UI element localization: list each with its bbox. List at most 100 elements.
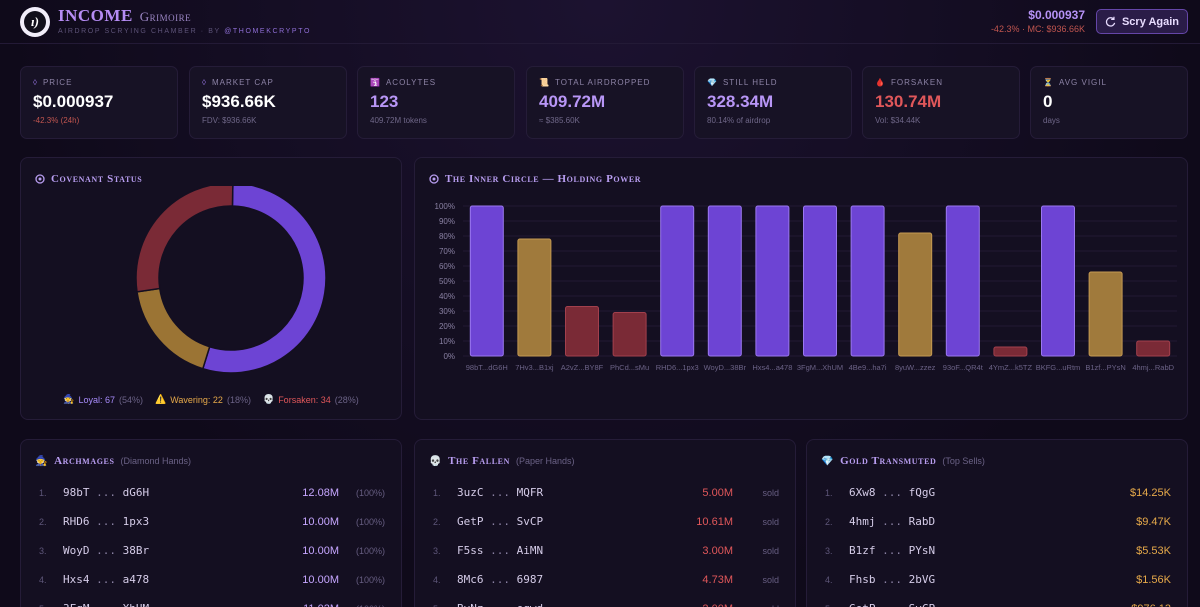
address-ellipsis: ... xyxy=(483,515,517,528)
wallet-address[interactable]: B1zf ... PYsN xyxy=(849,544,1136,557)
list-item[interactable]: 5.3FgM ... XhUM11.02M(100%) xyxy=(39,594,385,607)
list-item[interactable]: 1. 3uzC ... MQFR 5.00M sold xyxy=(433,478,779,507)
address-ellipsis: ... xyxy=(875,515,909,528)
list-item[interactable]: 1. 6Xw8 ... fQgG $14.25K xyxy=(825,478,1171,507)
legend-label: Loyal: 67 xyxy=(78,394,116,405)
list-item[interactable]: 4. Hxs4 ... a478 10.00M (100%) xyxy=(39,565,385,594)
y-tick-label: 70% xyxy=(439,247,455,256)
address-start: RHD6 xyxy=(63,515,90,528)
wallet-address[interactable]: Hxs4 ... a478 xyxy=(63,573,302,586)
donut-slice-loyal[interactable] xyxy=(201,186,327,374)
wallet-address[interactable]: RHD6 ... 1px3 xyxy=(63,515,302,528)
stat-label: 💎 STILL HELD xyxy=(707,78,839,87)
legend-item: 💀 Forsaken: 34 (28%) xyxy=(263,394,359,405)
author-handle-link[interactable]: @THOMEKCRYPTO xyxy=(224,28,311,35)
rank-number: 1. xyxy=(433,487,441,498)
address-end: egwd xyxy=(517,602,544,607)
list-item[interactable]: 4. 8Mc6 ... 6987 4.73M sold xyxy=(433,565,779,594)
bar-4YmZ...k5TZ[interactable] xyxy=(993,346,1028,357)
scroll-icon: 📜 xyxy=(539,78,550,87)
donut-slice-forsaken[interactable] xyxy=(135,186,234,293)
rank-number: 5. xyxy=(825,604,849,607)
legend-pct: (28%) xyxy=(334,394,359,405)
bar-8yuW...zzez[interactable] xyxy=(898,232,933,357)
bar-RHD6...1px3[interactable] xyxy=(660,205,695,357)
wallet-address[interactable]: 3uzC ... MQFR xyxy=(457,486,702,499)
row-tail: sold xyxy=(733,604,779,607)
rank-number: 3. xyxy=(39,545,47,556)
bar-BKFG...uRtm[interactable] xyxy=(1041,205,1075,357)
stat-label-text: AVG VIGIL xyxy=(1058,78,1107,87)
y-tick-label: 10% xyxy=(439,337,455,346)
archmages-title: 🧙 Archmages (Diamond Hands) xyxy=(35,455,191,467)
row-tail: (100%) xyxy=(355,574,385,585)
row-value: 10.00M xyxy=(302,544,339,557)
bar-93oF...QR4t[interactable] xyxy=(945,205,980,357)
bar-B1zf...PYsN[interactable] xyxy=(1088,271,1123,357)
address-start: 8Mc6 xyxy=(457,573,484,586)
donut-slice-wavering[interactable] xyxy=(136,287,211,370)
list-item[interactable]: 3. B1zf ... PYsN $5.53K xyxy=(825,536,1171,565)
bar-PhCd...sMu[interactable] xyxy=(612,312,647,357)
address-end: dG6H xyxy=(122,486,150,499)
wallet-address[interactable]: WoyD ... 38Br xyxy=(63,544,302,557)
bar-Hxs4...a478[interactable] xyxy=(755,205,790,357)
x-tick-label: 4YmZ...k5TZ xyxy=(989,363,1033,372)
wallet-address[interactable]: 3FgM ... XhUM xyxy=(63,602,303,607)
y-tick-label: 100% xyxy=(435,202,455,211)
logo-glyph: ı) xyxy=(24,11,46,33)
address-end: MQFR xyxy=(516,486,544,499)
row-tail: sold xyxy=(762,574,779,585)
address-end: SvCP xyxy=(909,602,936,607)
gem-icon: 💎 xyxy=(707,78,718,87)
scry-again-button[interactable]: Scry Again xyxy=(1096,9,1188,34)
bar-7Hv3...B1xj[interactable] xyxy=(517,238,552,357)
legend-item: 🧙 Loyal: 67 (54%) xyxy=(63,394,143,405)
wallet-address[interactable]: 98bT ... dG6H xyxy=(63,486,302,499)
list-item[interactable]: 2. RHD6 ... 1px3 10.00M (100%) xyxy=(39,507,385,536)
wallet-address[interactable]: 8Mc6 ... 6987 xyxy=(457,573,702,586)
address-start: Hxs4 xyxy=(63,573,90,586)
list-item[interactable]: 2. 4hmj ... RabD $9.47K xyxy=(825,507,1171,536)
bar-4Be9...ha7i[interactable] xyxy=(850,205,885,357)
rank-number: 5. xyxy=(433,604,457,607)
list-item[interactable]: 4. Fhsb ... 2bVG $1.56K xyxy=(825,565,1171,594)
refresh-icon xyxy=(1105,16,1116,27)
wallet-address[interactable]: 4hmj ... RabD xyxy=(849,515,1136,528)
list-item[interactable]: 1. 98bT ... dG6H 12.08M (100%) xyxy=(39,478,385,507)
inner-circle-title: The Inner Circle — Holding Power xyxy=(429,173,641,185)
bar-A2vZ...BY8F[interactable] xyxy=(565,306,599,357)
wallet-address[interactable]: 6Xw8 ... fQgG xyxy=(849,486,1130,499)
bar-4hmj...RabD[interactable] xyxy=(1136,340,1171,357)
address-start: F5ss xyxy=(457,544,484,557)
row-value: 5.00M xyxy=(702,486,733,499)
fallen-title: 💀 The Fallen (Paper Hands) xyxy=(429,455,575,467)
wallet-address[interactable]: Fhsb ... 2bVG xyxy=(849,573,1136,586)
wallet-address[interactable]: F5ss ... AiMN xyxy=(457,544,702,557)
wallet-address[interactable]: BvNz ... egwd xyxy=(457,602,702,607)
y-tick-label: 60% xyxy=(439,262,455,271)
blood-drop-icon: 🩸 xyxy=(875,78,886,87)
bar-WoyD...38Br[interactable] xyxy=(707,205,742,357)
list-item[interactable]: 3. WoyD ... 38Br 10.00M (100%) xyxy=(39,536,385,565)
bar-98bT...dG6H[interactable] xyxy=(469,205,504,357)
stat-sub: ≈ $385.60K xyxy=(539,116,580,125)
skull-icon: 💀 xyxy=(262,394,275,404)
address-ellipsis: ... xyxy=(876,602,909,607)
rank-number: 2. xyxy=(825,516,833,527)
address-end: XhUM xyxy=(123,602,150,607)
wallet-address[interactable]: GetP ... SvCP xyxy=(849,602,1131,607)
logo[interactable]: ı) xyxy=(20,7,50,37)
list-item[interactable]: 2. GetP ... SvCP 10.61M sold xyxy=(433,507,779,536)
bar-3FgM...XhUM[interactable] xyxy=(803,205,837,357)
rank-number: 1. xyxy=(825,487,833,498)
x-tick-label: 7Hv3...B1xj xyxy=(515,363,554,372)
list-item[interactable]: 5.GetP ... SvCP$976.13 xyxy=(825,594,1171,607)
stat-label: ◊ MARKET CAP xyxy=(202,78,334,87)
wallet-address[interactable]: GetP ... SvCP xyxy=(457,515,696,528)
address-ellipsis: ... xyxy=(89,573,123,586)
stat-sub: FDV: $936.66K xyxy=(202,116,257,125)
list-item[interactable]: 3. F5ss ... AiMN 3.00M sold xyxy=(433,536,779,565)
rank-number: 2. xyxy=(39,516,47,527)
